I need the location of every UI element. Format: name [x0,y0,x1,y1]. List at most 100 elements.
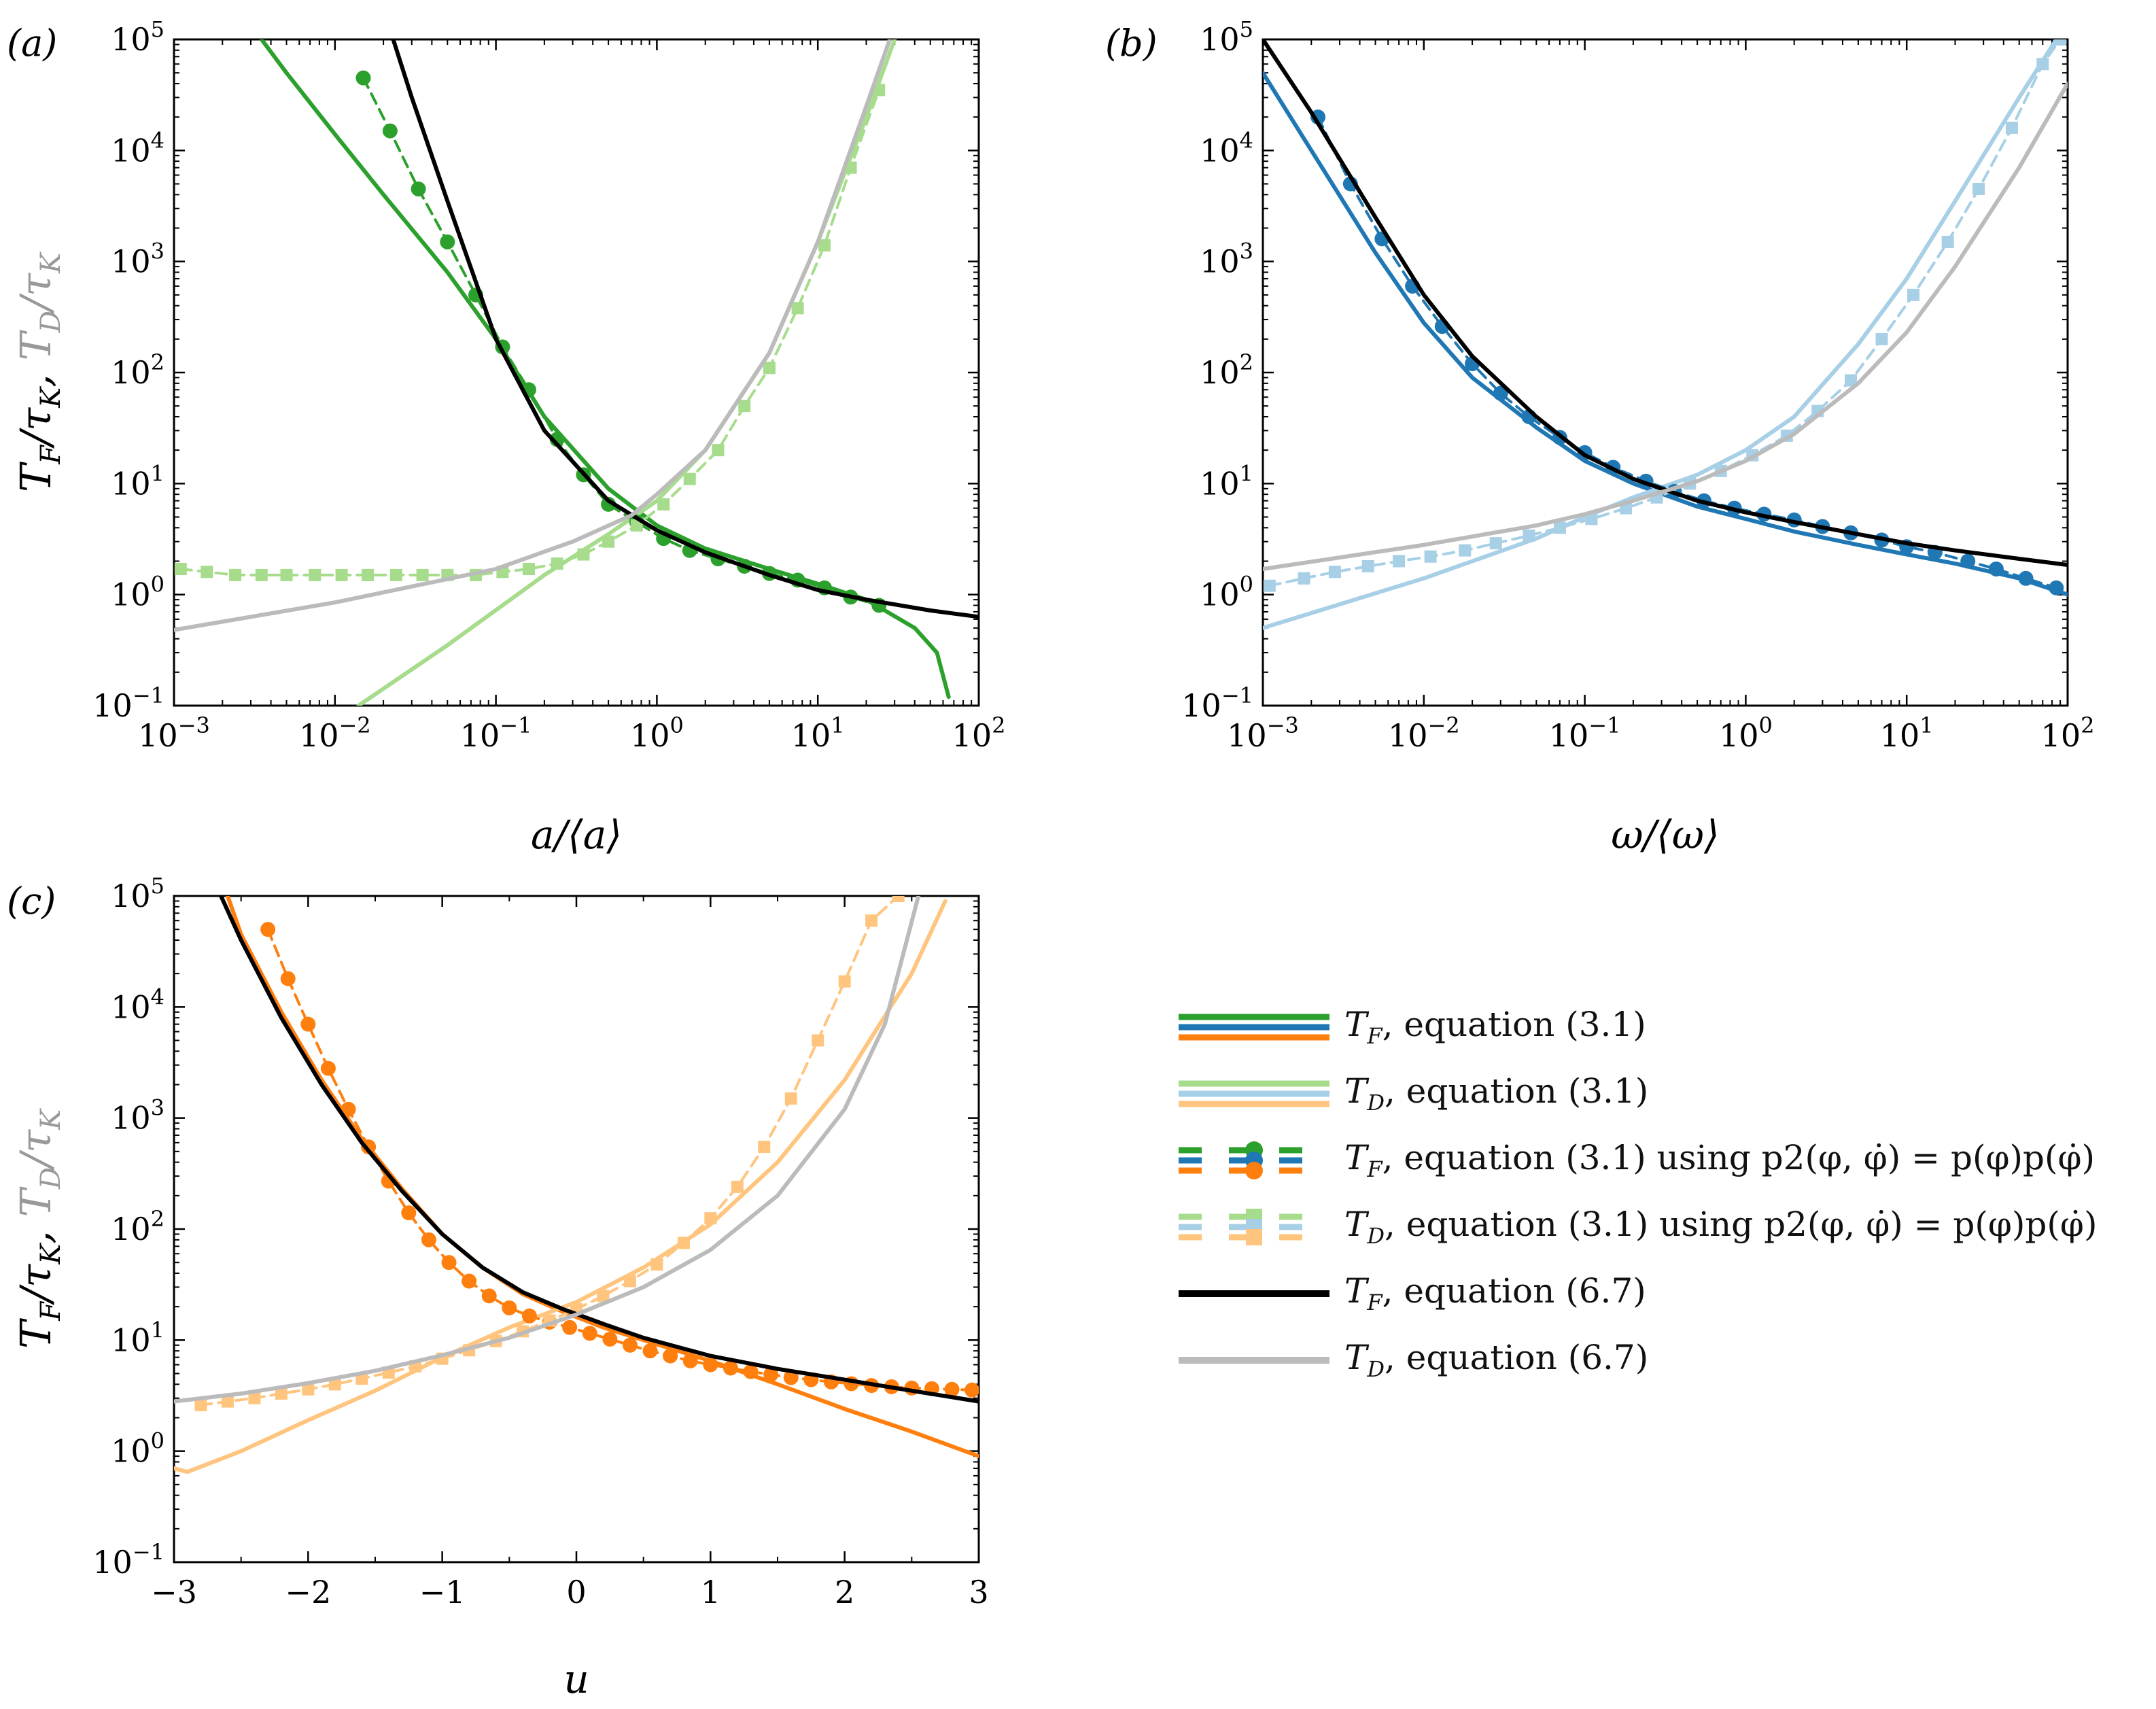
data-point-square [416,568,429,581]
x-tick-label: 10−2 [299,712,371,754]
y-tick-label: 100 [111,1428,164,1470]
data-point-circle [1988,562,2004,577]
legend-label: TF, equation (3.1) [1344,1005,1646,1049]
panel-label-c: (c) [7,880,56,922]
data-point-square [1907,288,1920,301]
axes-a: 10−3 10−2 10−1 100 101 102 10−1 100 101 102 103 104… [92,16,1005,754]
data-point-square [812,1034,824,1047]
legend-swatch [1179,1141,1329,1179]
data-point-square [275,1387,288,1400]
legend-label: TF, equation (6.7) [1344,1271,1646,1315]
data-point-square [389,568,402,581]
data-point-square [758,1141,771,1154]
data-point-square [683,472,696,485]
x-tick-label: −3 [151,1574,197,1610]
x-tick-label: 100 [1719,712,1773,754]
data-point-square [738,400,751,413]
x-tick-label: 10−1 [1549,712,1621,754]
y-tick-label: 102 [111,1206,164,1247]
series-line-6 [174,896,921,1404]
y-axis-label-a: TF/τK, TD/τK [11,252,67,492]
axes-c: −3 −2 −1 0 1 2 3 10−1 100 101 102 103 104 105 [92,873,988,1610]
data-point-circle [964,1382,979,1398]
y-tick-label: 101 [111,460,164,502]
data-point-circle [2018,570,2034,586]
y-tick-label: 100 [111,572,164,613]
data-point-square [704,1212,717,1225]
data-point-circle [642,1343,658,1359]
series-line-6 [1263,82,2068,571]
legend-marker-circle [1245,1162,1263,1179]
data-point-circle [441,1255,457,1271]
legend-label: TF, equation (3.1) using p2(φ, φ̇) = p(φ… [1344,1138,2095,1182]
data-point-circle [763,1366,779,1382]
series-line-2 [356,39,897,706]
data-point-square [2054,39,2067,46]
panel-label-b: (b) [1105,22,1158,65]
legend-row-4: TD, equation (3.1) using p2(φ, φ̇) = p(φ… [1176,1194,2148,1260]
data-point-square [280,568,293,581]
data-point-circle [783,1370,799,1385]
data-point-circle [622,1337,638,1353]
data-point-square [309,568,321,581]
series-line-3 [1317,116,2058,589]
data-point-square [248,1392,261,1404]
data-point-circle [300,1016,316,1032]
series-line-1 [1263,71,2068,597]
data-point-square [1972,182,1985,195]
x-tick-label: −2 [285,1574,331,1610]
data-point-circle [341,1101,356,1117]
y-axis-label-c: TF/τK, TD/τK [11,1108,67,1349]
x-tick-label: −1 [419,1574,466,1610]
data-point-circle [562,1319,578,1335]
data-point-square [763,362,776,375]
y-tick-label: 103 [111,239,164,280]
data-point-square [844,161,857,174]
legend-swatch [1179,1290,1329,1297]
data-point-square [2036,58,2049,71]
x-tick-label: 100 [630,712,684,754]
data-point-square [1585,513,1598,525]
data-point-square [1459,544,1472,557]
x-tick-label: 102 [2041,712,2095,754]
data-point-square [602,535,615,548]
y-tick-label: 105 [1200,16,1253,58]
data-point-square [1328,566,1341,579]
data-point-circle [663,1348,678,1364]
data-point-square [818,239,831,252]
y-tick-label: 101 [111,1317,164,1358]
data-point-circle [602,1331,618,1347]
y-tick-label: 103 [111,1095,164,1137]
data-point-circle [481,1288,497,1304]
data-point-square [1424,550,1437,563]
data-point-square [2005,121,2018,134]
data-point-square [1393,555,1406,568]
series-line-1 [259,39,951,700]
panel-label-a: (a) [7,22,57,65]
legend-swatch [1179,1014,1329,1041]
legend-row-1: TF, equation (3.1) [1176,994,2148,1060]
y-tick-label: 101 [1200,460,1253,502]
data-point-circle [521,1308,537,1324]
x-tick-label: 10−3 [138,712,210,754]
data-point-square [577,548,590,561]
x-tick-label: 1 [701,1574,720,1610]
data-point-square [1875,332,1888,345]
data-point-square [630,519,643,532]
data-point-circle [382,123,398,139]
x-tick-label: 101 [791,712,845,754]
data-point-circle [462,1273,477,1289]
x-axis-label-a: a/⟨a⟩ [531,812,622,858]
data-point-square [551,557,563,570]
x-tick-label: 101 [1880,712,1934,754]
x-tick-label: 102 [952,712,1006,754]
legend-marker-square [1246,1229,1262,1245]
x-tick-label: 10−3 [1227,712,1299,754]
legend-row-6: TD, equation (6.7) [1176,1327,2148,1394]
legend-swatch [1179,1357,1329,1364]
data-point-square [873,84,886,97]
data-point-square [522,563,535,576]
data-point-square [731,1180,744,1193]
y-tick-label: 104 [1200,127,1253,169]
y-tick-label: 10−1 [92,683,164,724]
